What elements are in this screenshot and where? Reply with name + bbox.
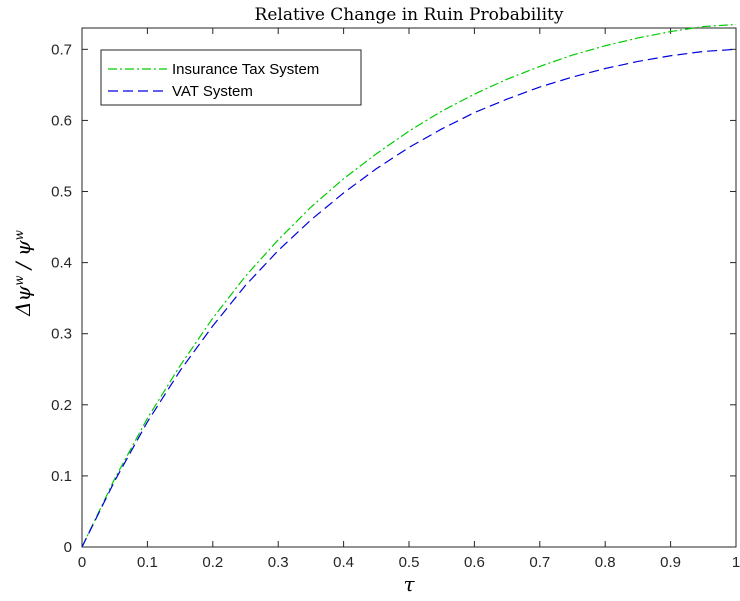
chart-title: Relative Change in Ruin Probability <box>255 5 564 25</box>
x-tick-label: 1 <box>732 554 740 571</box>
x-tick-label: 0 <box>78 554 86 571</box>
svg-text:Δψw / ψw: Δψw / ψw <box>11 229 35 317</box>
series-line-vat <box>81 48 737 548</box>
y-tick-label: 0.1 <box>51 468 72 485</box>
x-tick-label: 0.2 <box>202 554 223 571</box>
legend-label-vat: VAT System <box>172 83 253 100</box>
legend-label-insurance-tax: Insurance Tax System <box>172 61 319 78</box>
x-tick-label: 0.7 <box>529 554 550 571</box>
y-tick-label: 0.4 <box>51 255 72 272</box>
y-tick-label: 0.6 <box>51 112 72 129</box>
x-tick-label: 0.4 <box>333 554 354 571</box>
y-tick-label: 0.2 <box>51 397 72 414</box>
x-tick-label: 0.5 <box>399 554 420 571</box>
plot-area <box>81 27 737 548</box>
y-tick-label: 0.5 <box>51 184 72 201</box>
y-tick-label: 0 <box>64 539 72 556</box>
series-line-insurance-tax <box>81 23 737 548</box>
legend: Insurance Tax System VAT System <box>100 49 362 106</box>
x-tick-label: 0.9 <box>660 554 681 571</box>
y-tick-label: 0.3 <box>51 326 72 343</box>
x-axis: 0 0.1 0.2 0.3 0.4 0.5 0.6 0.7 0.8 0.9 1 <box>78 28 740 571</box>
x-tick-label: 0.8 <box>595 554 616 571</box>
series-layer <box>81 23 737 548</box>
y-axis-label: Δψw / ψw <box>11 229 35 317</box>
y-tick-label: 0.7 <box>51 41 72 58</box>
y-axis: 0 0.1 0.2 0.3 0.4 0.5 0.6 0.7 <box>51 41 736 556</box>
x-tick-label: 0.6 <box>464 554 485 571</box>
x-tick-label: 0.1 <box>137 554 158 571</box>
x-tick-label: 0.3 <box>268 554 289 571</box>
x-axis-label: τ <box>403 572 415 596</box>
